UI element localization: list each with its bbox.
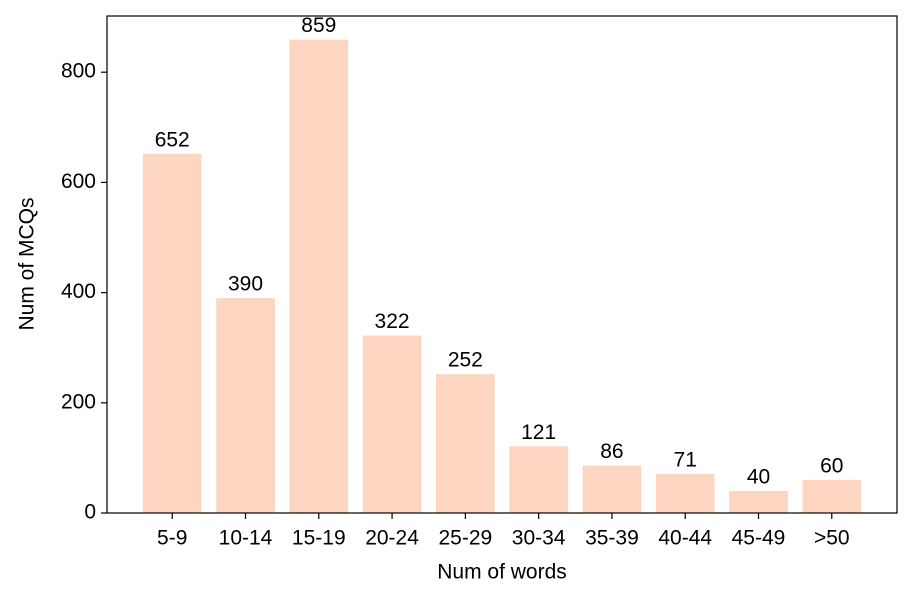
y-tick-label: 400 bbox=[61, 280, 96, 303]
bar bbox=[582, 465, 642, 513]
data-label: 390 bbox=[228, 273, 263, 296]
bar bbox=[142, 153, 202, 513]
x-tick-label: 40-44 bbox=[658, 527, 712, 550]
y-tick-label: 600 bbox=[61, 170, 96, 193]
data-label: 40 bbox=[747, 466, 770, 489]
data-label: 652 bbox=[155, 128, 190, 151]
bar bbox=[216, 298, 275, 513]
y-axis-label: Num of MCQs bbox=[16, 197, 39, 330]
bar bbox=[289, 39, 349, 514]
data-label: 859 bbox=[301, 14, 336, 37]
x-tick-label: 15-19 bbox=[292, 527, 346, 550]
plot-frame bbox=[106, 15, 898, 514]
bar bbox=[362, 335, 422, 513]
y-tick-label: 200 bbox=[61, 390, 96, 413]
data-label: 71 bbox=[674, 448, 697, 471]
data-label: 252 bbox=[448, 349, 483, 372]
x-tick-label: 45-49 bbox=[732, 527, 786, 550]
bar bbox=[436, 374, 495, 513]
bar bbox=[509, 446, 568, 513]
data-label: 121 bbox=[521, 421, 556, 444]
y-tick-label: 0 bbox=[84, 501, 96, 524]
x-tick-label: 20-24 bbox=[365, 527, 419, 550]
x-tick-label: 35-39 bbox=[585, 527, 639, 550]
x-tick-label: >50 bbox=[814, 527, 850, 550]
bar bbox=[802, 479, 862, 513]
x-tick-label: 5-9 bbox=[157, 527, 187, 550]
bar bbox=[729, 490, 788, 513]
y-tick-label: 800 bbox=[61, 60, 96, 83]
data-label: 86 bbox=[600, 440, 623, 463]
data-label: 322 bbox=[375, 310, 410, 333]
bar bbox=[655, 473, 715, 513]
x-tick-label: 10-14 bbox=[219, 527, 273, 550]
x-tick-label: 30-34 bbox=[512, 527, 566, 550]
x-axis-label: Num of words bbox=[437, 561, 567, 584]
x-tick-label: 25-29 bbox=[438, 527, 492, 550]
data-label: 60 bbox=[820, 454, 843, 477]
